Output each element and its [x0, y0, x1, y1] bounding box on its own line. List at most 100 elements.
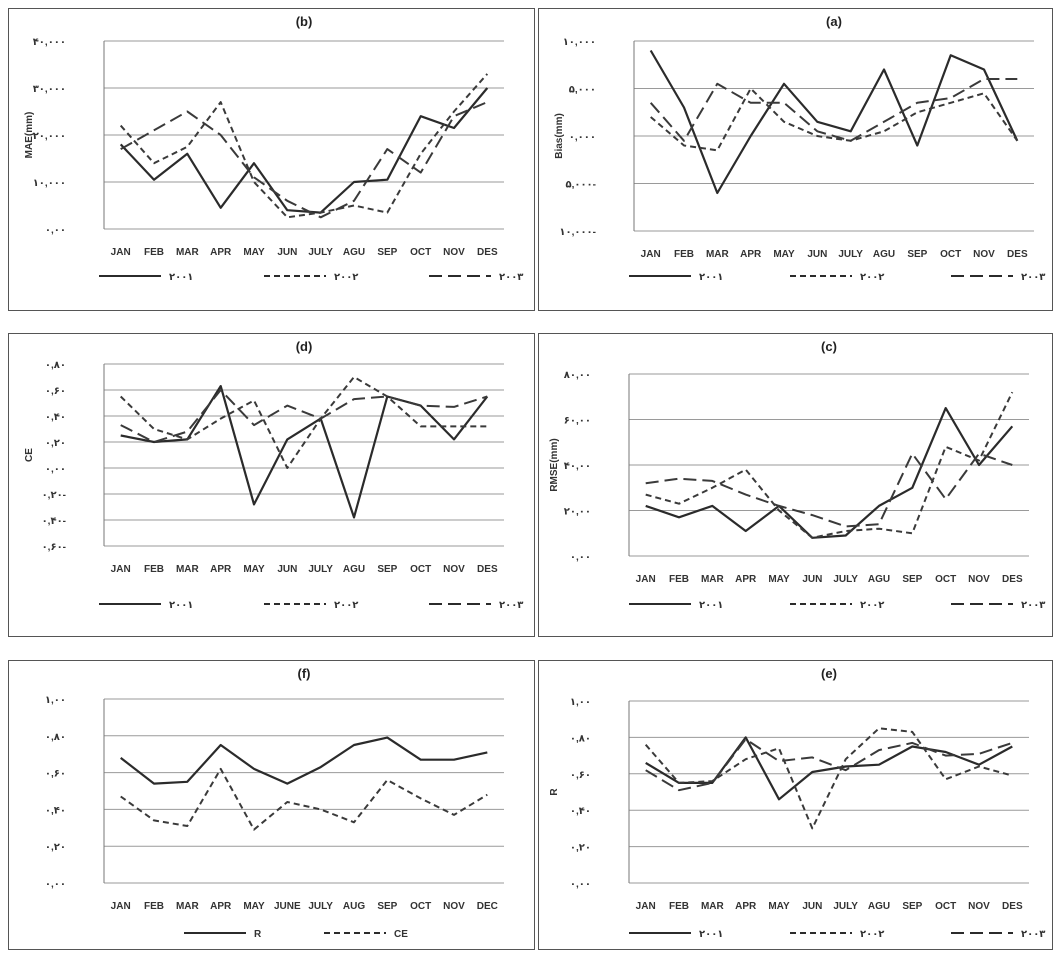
chart-svg: (e) ۰,۰۰ ۰,۲۰ ۰,۴۰ ۰,۶۰ ۰,۸۰ ۱,۰۰ R JAN FEB MAR APR… — [549, 666, 1045, 940]
chart-title: (a) — [826, 14, 842, 29]
y-tick-label: ۴۰,۰۰۰ — [33, 37, 66, 48]
chart-panel-e: (e) ۰,۰۰ ۰,۲۰ ۰,۴۰ ۰,۶۰ ۰,۸۰ ۱,۰۰ R JAN FEB MAR APR… — [538, 660, 1053, 950]
y-tick-label: ۰,۲۰ — [570, 843, 591, 854]
x-tick-label: JUNE — [274, 901, 301, 912]
series-line — [120, 736, 488, 785]
y-axis-label: R — [549, 788, 560, 796]
x-tick-label: NOV — [968, 574, 990, 585]
chart-title: (c) — [821, 339, 837, 354]
legend-label: ۲۰۰۲ — [334, 600, 358, 611]
legend-label: CE — [394, 929, 408, 940]
chart-panel-b: (b) ۰,۰۰ ۱۰,۰۰۰ ۲۰,۰۰۰ ۳۰,۰۰۰ ۴۰,۰۰۰ MAE(mm) JA… — [8, 8, 535, 311]
legend-label: ۲۰۰۱ — [699, 929, 723, 940]
series-line — [120, 384, 489, 519]
x-tick-label: MAR — [701, 574, 725, 585]
x-tick-label: JAN — [636, 574, 656, 585]
x-tick-label: AGU — [868, 901, 890, 912]
y-axis-label: Bias(mm) — [554, 113, 565, 159]
y-tick-label: ۲۰,۰۰ — [564, 507, 591, 518]
x-tick-label: OCT — [410, 564, 431, 575]
chart-title: (e) — [821, 666, 837, 681]
legend-label: ۲۰۰۲ — [860, 600, 884, 611]
chart-svg: (c) ۰,۰۰ ۲۰,۰۰ ۴۰,۰۰ ۶۰,۰۰ ۸۰,۰۰ RMSE(mm) JAN FE… — [549, 339, 1045, 611]
x-tick-label: DES — [477, 564, 498, 575]
y-tick-label: ۵,۰۰۰ — [569, 85, 596, 96]
series-line — [120, 376, 488, 469]
x-tick-label: MAY — [243, 901, 265, 912]
y-tick-label: ۵,۰۰۰- — [565, 180, 596, 191]
x-tick-label: JULY — [833, 901, 858, 912]
x-tick-label: FEB — [144, 247, 164, 258]
y-tick-label: ۰,۰۰۰ — [569, 132, 596, 143]
x-tick-label: AGU — [873, 249, 895, 260]
legend-label: ۲۰۰۱ — [699, 272, 723, 283]
y-tick-label: ۸۰,۰۰ — [564, 370, 591, 381]
series-line — [650, 87, 1019, 152]
x-tick-label: FEB — [669, 574, 689, 585]
x-tick-label: DES — [1002, 574, 1023, 585]
legend-label: ۲۰۰۱ — [169, 600, 193, 611]
x-tick-label: SEP — [907, 249, 927, 260]
series-line — [649, 78, 1018, 142]
series-line — [649, 49, 1019, 195]
x-tick-label: FEB — [674, 249, 694, 260]
x-tick-label: JULY — [308, 901, 333, 912]
x-tick-label: JAN — [111, 247, 131, 258]
x-tick-label: OCT — [940, 249, 961, 260]
x-tick-label: NOV — [973, 249, 995, 260]
series-line — [645, 452, 1013, 528]
x-tick-label: APR — [735, 901, 757, 912]
series-line — [119, 87, 489, 214]
y-axis-label: CE — [24, 448, 35, 462]
x-tick-label: MAR — [176, 247, 200, 258]
y-tick-label: ۱,۰۰ — [45, 695, 66, 706]
x-tick-label: JAN — [111, 564, 131, 575]
legend-label: ۲۰۰۲ — [860, 272, 884, 283]
y-tick-label: ۲۰,۰۰۰ — [33, 131, 66, 142]
y-tick-label: ۱,۰۰ — [570, 697, 591, 708]
x-tick-label: AGU — [343, 564, 365, 575]
x-tick-label: MAR — [706, 249, 730, 260]
x-tick-label: FEB — [669, 901, 689, 912]
series-line — [645, 406, 1014, 539]
x-tick-label: AUG — [343, 901, 365, 912]
chart-title: (b) — [296, 14, 313, 29]
y-tick-label: ۰,۸۰ — [45, 732, 66, 743]
x-tick-label: JUN — [807, 249, 827, 260]
chart-svg: (f) ۰,۰۰ ۰,۲۰ ۰,۴۰ ۰,۶۰ ۰,۸۰ ۱,۰۰ JAN FEB MAR APR M… — [45, 666, 504, 940]
series-line — [645, 736, 1013, 801]
legend-label: ۲۰۰۲ — [860, 929, 884, 940]
y-tick-label: ۱۰,۰۰۰ — [33, 178, 66, 189]
y-tick-label: ۰,۰۰ — [570, 879, 591, 890]
y-tick-label: ۰,۰۰ — [570, 552, 591, 563]
x-tick-label: DEC — [477, 901, 498, 912]
x-tick-label: OCT — [935, 901, 956, 912]
y-tick-label: ۰,۸۰ — [570, 733, 591, 744]
legend-label: R — [254, 929, 262, 940]
x-tick-label: OCT — [410, 247, 431, 258]
x-tick-label: SEP — [902, 574, 922, 585]
x-tick-label: JAN — [641, 249, 661, 260]
x-tick-label: MAY — [243, 564, 265, 575]
y-tick-label: ۳۰,۰۰۰ — [33, 84, 66, 95]
chart-title: (d) — [296, 339, 313, 354]
legend-label: ۲۰۰۳ — [1021, 600, 1045, 611]
y-tick-label: ۴۰,۰۰ — [564, 461, 591, 472]
chart-svg: (b) ۰,۰۰ ۱۰,۰۰۰ ۲۰,۰۰۰ ۳۰,۰۰۰ ۴۰,۰۰۰ MAE(mm) JA… — [24, 14, 523, 283]
series-line — [644, 727, 1013, 830]
x-tick-label: NOV — [443, 247, 465, 258]
legend-label: ۲۰۰۳ — [499, 272, 523, 283]
x-tick-label: JULY — [838, 249, 863, 260]
legend-label: ۲۰۰۳ — [499, 600, 523, 611]
x-tick-label: JAN — [636, 901, 656, 912]
legend-label: ۲۰۰۲ — [334, 272, 358, 283]
y-tick-label: ۰,۲۰ — [45, 438, 66, 449]
x-tick-label: JAN — [111, 901, 131, 912]
x-tick-label: FEB — [144, 564, 164, 575]
x-tick-label: JULY — [833, 574, 858, 585]
x-tick-label: JUN — [802, 901, 822, 912]
legend-label: ۲۰۰۳ — [1021, 272, 1045, 283]
y-axis-label: RMSE(mm) — [549, 438, 560, 491]
chart-panel-c: (c) ۰,۰۰ ۲۰,۰۰ ۴۰,۰۰ ۶۰,۰۰ ۸۰,۰۰ RMSE(mm) JAN FE… — [538, 333, 1053, 637]
y-tick-label: ۰,۴۰ — [45, 805, 66, 816]
